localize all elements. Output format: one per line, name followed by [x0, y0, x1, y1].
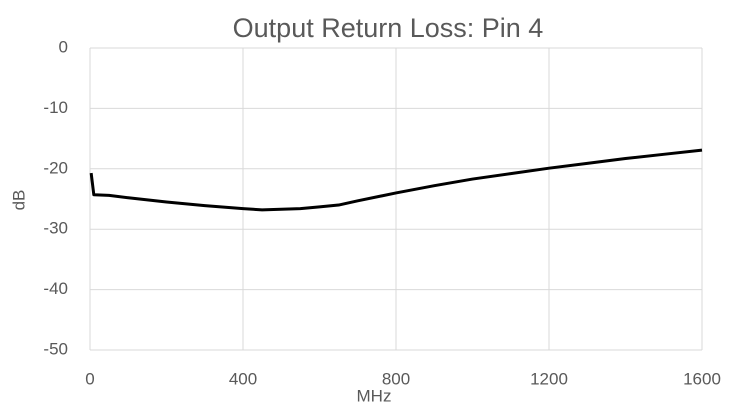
x-tick-label: 1600: [683, 369, 721, 388]
y-tick-label: -20: [43, 158, 68, 177]
x-tick-label: 800: [382, 369, 410, 388]
chart-title: Output Return Loss: Pin 4: [233, 13, 544, 43]
y-tick-label: -50: [43, 339, 68, 358]
y-tick-label: -10: [43, 98, 68, 117]
x-tick-label: 400: [229, 369, 257, 388]
y-axis-label: dB: [9, 190, 28, 211]
line: [89, 148, 703, 212]
x-tick-label: 0: [85, 369, 94, 388]
x-tick-label: 1200: [530, 369, 568, 388]
y-tick-label: -40: [43, 279, 68, 298]
x-axis-label: MHz: [357, 386, 392, 405]
y-tick-label: 0: [59, 37, 68, 56]
y-tick-label: -30: [43, 219, 68, 238]
